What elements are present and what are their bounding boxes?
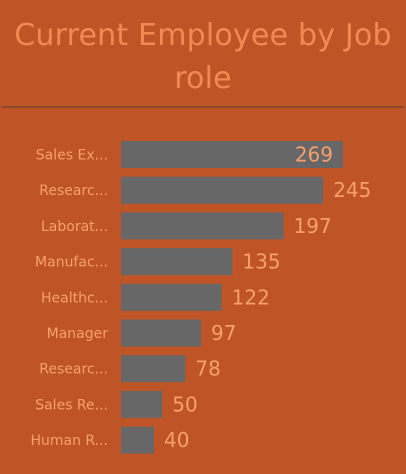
- category-label: Manager: [47, 326, 109, 342]
- bar[interactable]: [121, 212, 284, 240]
- category-label: Sales Re...: [35, 397, 108, 413]
- category-label: Laborat...: [41, 219, 108, 235]
- value-label: 197: [294, 214, 332, 238]
- bar[interactable]: [121, 141, 343, 168]
- bar[interactable]: [121, 248, 233, 276]
- bar[interactable]: [121, 426, 155, 454]
- value-label: 78: [195, 357, 220, 381]
- value-label: 122: [232, 285, 270, 309]
- category-label: Healthc...: [41, 290, 108, 306]
- bar[interactable]: [121, 283, 222, 311]
- value-label: 135: [242, 250, 280, 274]
- value-label: 269: [295, 143, 333, 167]
- title-divider: [2, 106, 404, 108]
- category-label: Researc...: [39, 183, 108, 199]
- bar[interactable]: [121, 319, 202, 347]
- category-label: Human R...: [30, 433, 108, 449]
- value-label: 40: [164, 428, 189, 452]
- category-label: Sales Ex...: [36, 148, 108, 164]
- value-label: 245: [333, 178, 371, 202]
- value-label: 50: [172, 392, 197, 416]
- value-label: 97: [211, 321, 236, 345]
- bar[interactable]: [121, 390, 163, 418]
- category-label: Manufac...: [35, 255, 108, 271]
- category-label: Researc...: [39, 362, 108, 378]
- bar[interactable]: [121, 355, 186, 383]
- chart-title: Current Employee by Job role: [14, 18, 392, 96]
- bar[interactable]: [121, 176, 324, 204]
